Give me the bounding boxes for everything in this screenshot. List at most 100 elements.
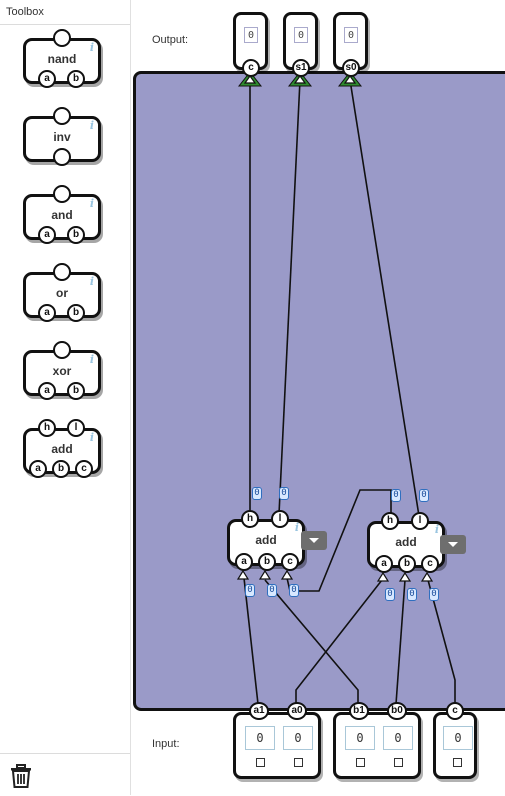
output-pin-l[interactable]: l	[271, 510, 289, 528]
toolbox-footer	[0, 753, 130, 796]
gate-label: xor	[52, 364, 72, 378]
output-pin-s0[interactable]: s0	[342, 59, 360, 77]
input-pin-a[interactable]: a	[38, 304, 56, 322]
wire-a1-to-gate1-a	[243, 577, 259, 705]
output-pin-h[interactable]: h	[241, 510, 259, 528]
input-pin-a[interactable]: a	[375, 555, 393, 573]
wire-c-to-gate2-c	[427, 579, 456, 704]
gate-add-2[interactable]: h l add i a b c	[367, 512, 445, 573]
output-value: 0	[344, 27, 358, 43]
gate-2-dropdown-button[interactable]	[440, 535, 466, 554]
output-pin[interactable]	[53, 341, 71, 359]
output-pin[interactable]	[53, 29, 71, 47]
wire-value-h: 0	[391, 489, 401, 502]
arrow-gate1-c	[280, 569, 294, 580]
toggle-checkbox-b0[interactable]	[394, 758, 403, 767]
wire-value-a: 0	[245, 584, 255, 597]
input-pin-c[interactable]: c	[281, 553, 299, 571]
input-pin-b[interactable]: b	[52, 460, 70, 478]
toolbox-panel: Toolbox nand i a b inv i and i a b or i …	[0, 0, 131, 795]
toggle-checkbox-a1[interactable]	[256, 758, 265, 767]
output-box-s1: 0 s1	[283, 12, 318, 77]
input-pin-b0[interactable]: b0	[387, 702, 407, 720]
input-pin-a[interactable]: a	[38, 226, 56, 244]
output-value: 0	[244, 27, 258, 43]
input-pin-b1[interactable]: b1	[349, 702, 369, 720]
output-box-c: 0 c	[233, 12, 268, 77]
info-icon[interactable]: i	[294, 521, 299, 534]
wire-value-l: 0	[419, 489, 429, 502]
input-box-c: 0	[433, 712, 477, 779]
info-icon[interactable]: i	[89, 275, 94, 288]
wire-value-b: 0	[407, 588, 417, 601]
wire-b1-to-gate1-b	[264, 579, 359, 704]
info-icon[interactable]: i	[434, 523, 439, 536]
input-pin-a1[interactable]: a1	[249, 702, 269, 720]
gate-1-dropdown-button[interactable]	[301, 531, 327, 550]
info-icon[interactable]: i	[89, 41, 94, 54]
input-pin-a0[interactable]: a0	[287, 702, 307, 720]
input-pin-a[interactable]: a	[29, 460, 47, 478]
output-pin[interactable]	[53, 107, 71, 125]
wire-value-c: 0	[429, 588, 439, 601]
toolbox-gate-nand[interactable]: nand i a b	[23, 29, 101, 88]
info-icon[interactable]: i	[89, 353, 94, 366]
arrow-gate1-a	[236, 569, 250, 580]
input-pin-b[interactable]: b	[67, 70, 85, 88]
output-pin-c[interactable]: c	[242, 59, 260, 77]
output-value: 0	[294, 27, 308, 43]
info-icon[interactable]: i	[89, 431, 94, 444]
input-pin-b[interactable]: b	[67, 226, 85, 244]
toolbox-gate-or[interactable]: or i a b	[23, 263, 101, 322]
input-pin-a[interactable]: a	[38, 382, 56, 400]
wire-value-c: 0	[289, 584, 299, 597]
gate-add-1[interactable]: h l add i a b c	[227, 510, 305, 571]
output-pin-h[interactable]: h	[381, 512, 399, 530]
output-pin[interactable]	[53, 263, 71, 281]
output-pin-l[interactable]: l	[411, 512, 429, 530]
toolbox-gate-and[interactable]: and i a b	[23, 185, 101, 244]
input-pin-b[interactable]: b	[398, 555, 416, 573]
output-pin-s1[interactable]: s1	[292, 59, 310, 77]
input-pin-c[interactable]: c	[446, 702, 464, 720]
info-icon[interactable]: i	[89, 197, 94, 210]
arrow-gate2-b	[398, 571, 412, 582]
input-value-b0[interactable]: 0	[383, 726, 413, 750]
gate-label: add	[255, 533, 277, 547]
output-pin-h[interactable]: h	[38, 419, 56, 437]
input-value-c[interactable]: 0	[443, 726, 473, 750]
toggle-checkbox-b1[interactable]	[356, 758, 365, 767]
wire-b0-to-gate2-b	[395, 579, 406, 705]
toolbox-gate-inv[interactable]: inv i	[23, 107, 101, 166]
toggle-checkbox-a0[interactable]	[294, 758, 303, 767]
input-value-a0[interactable]: 0	[283, 726, 313, 750]
output-pin-l[interactable]: l	[67, 419, 85, 437]
input-value-a1[interactable]: 0	[245, 726, 275, 750]
input-pin-a[interactable]: a	[235, 553, 253, 571]
trash-icon[interactable]	[10, 764, 32, 788]
toolbox-gate-xor[interactable]: xor i a b	[23, 341, 101, 400]
input-pin-b[interactable]: b	[67, 304, 85, 322]
input-pin[interactable]	[53, 148, 71, 166]
output-pin[interactable]	[53, 185, 71, 203]
toggle-checkbox-c[interactable]	[453, 758, 462, 767]
gate-label: add	[51, 442, 73, 456]
wire-value-h: 0	[252, 487, 262, 500]
arrow-gate1-b	[258, 569, 272, 580]
input-pin-b[interactable]: b	[67, 382, 85, 400]
input-pin-c[interactable]: c	[75, 460, 93, 478]
wire-value-b: 0	[267, 584, 277, 597]
wire-gate1-l-to-s1	[278, 79, 301, 515]
input-pin-b[interactable]: b	[258, 553, 276, 571]
input-value-b1[interactable]: 0	[345, 726, 375, 750]
wire-a0-to-gate2-a	[295, 579, 383, 704]
circuit-board[interactable]	[133, 71, 505, 711]
info-icon[interactable]: i	[89, 119, 94, 132]
output-box-s0: 0 s0	[333, 12, 368, 77]
gate-label: or	[56, 286, 68, 300]
toolbox-gate-add[interactable]: h l add i a b c	[23, 419, 101, 478]
output-label: Output:	[152, 34, 189, 46]
input-pin-c[interactable]: c	[421, 555, 439, 573]
input-pin-a[interactable]: a	[38, 70, 56, 88]
